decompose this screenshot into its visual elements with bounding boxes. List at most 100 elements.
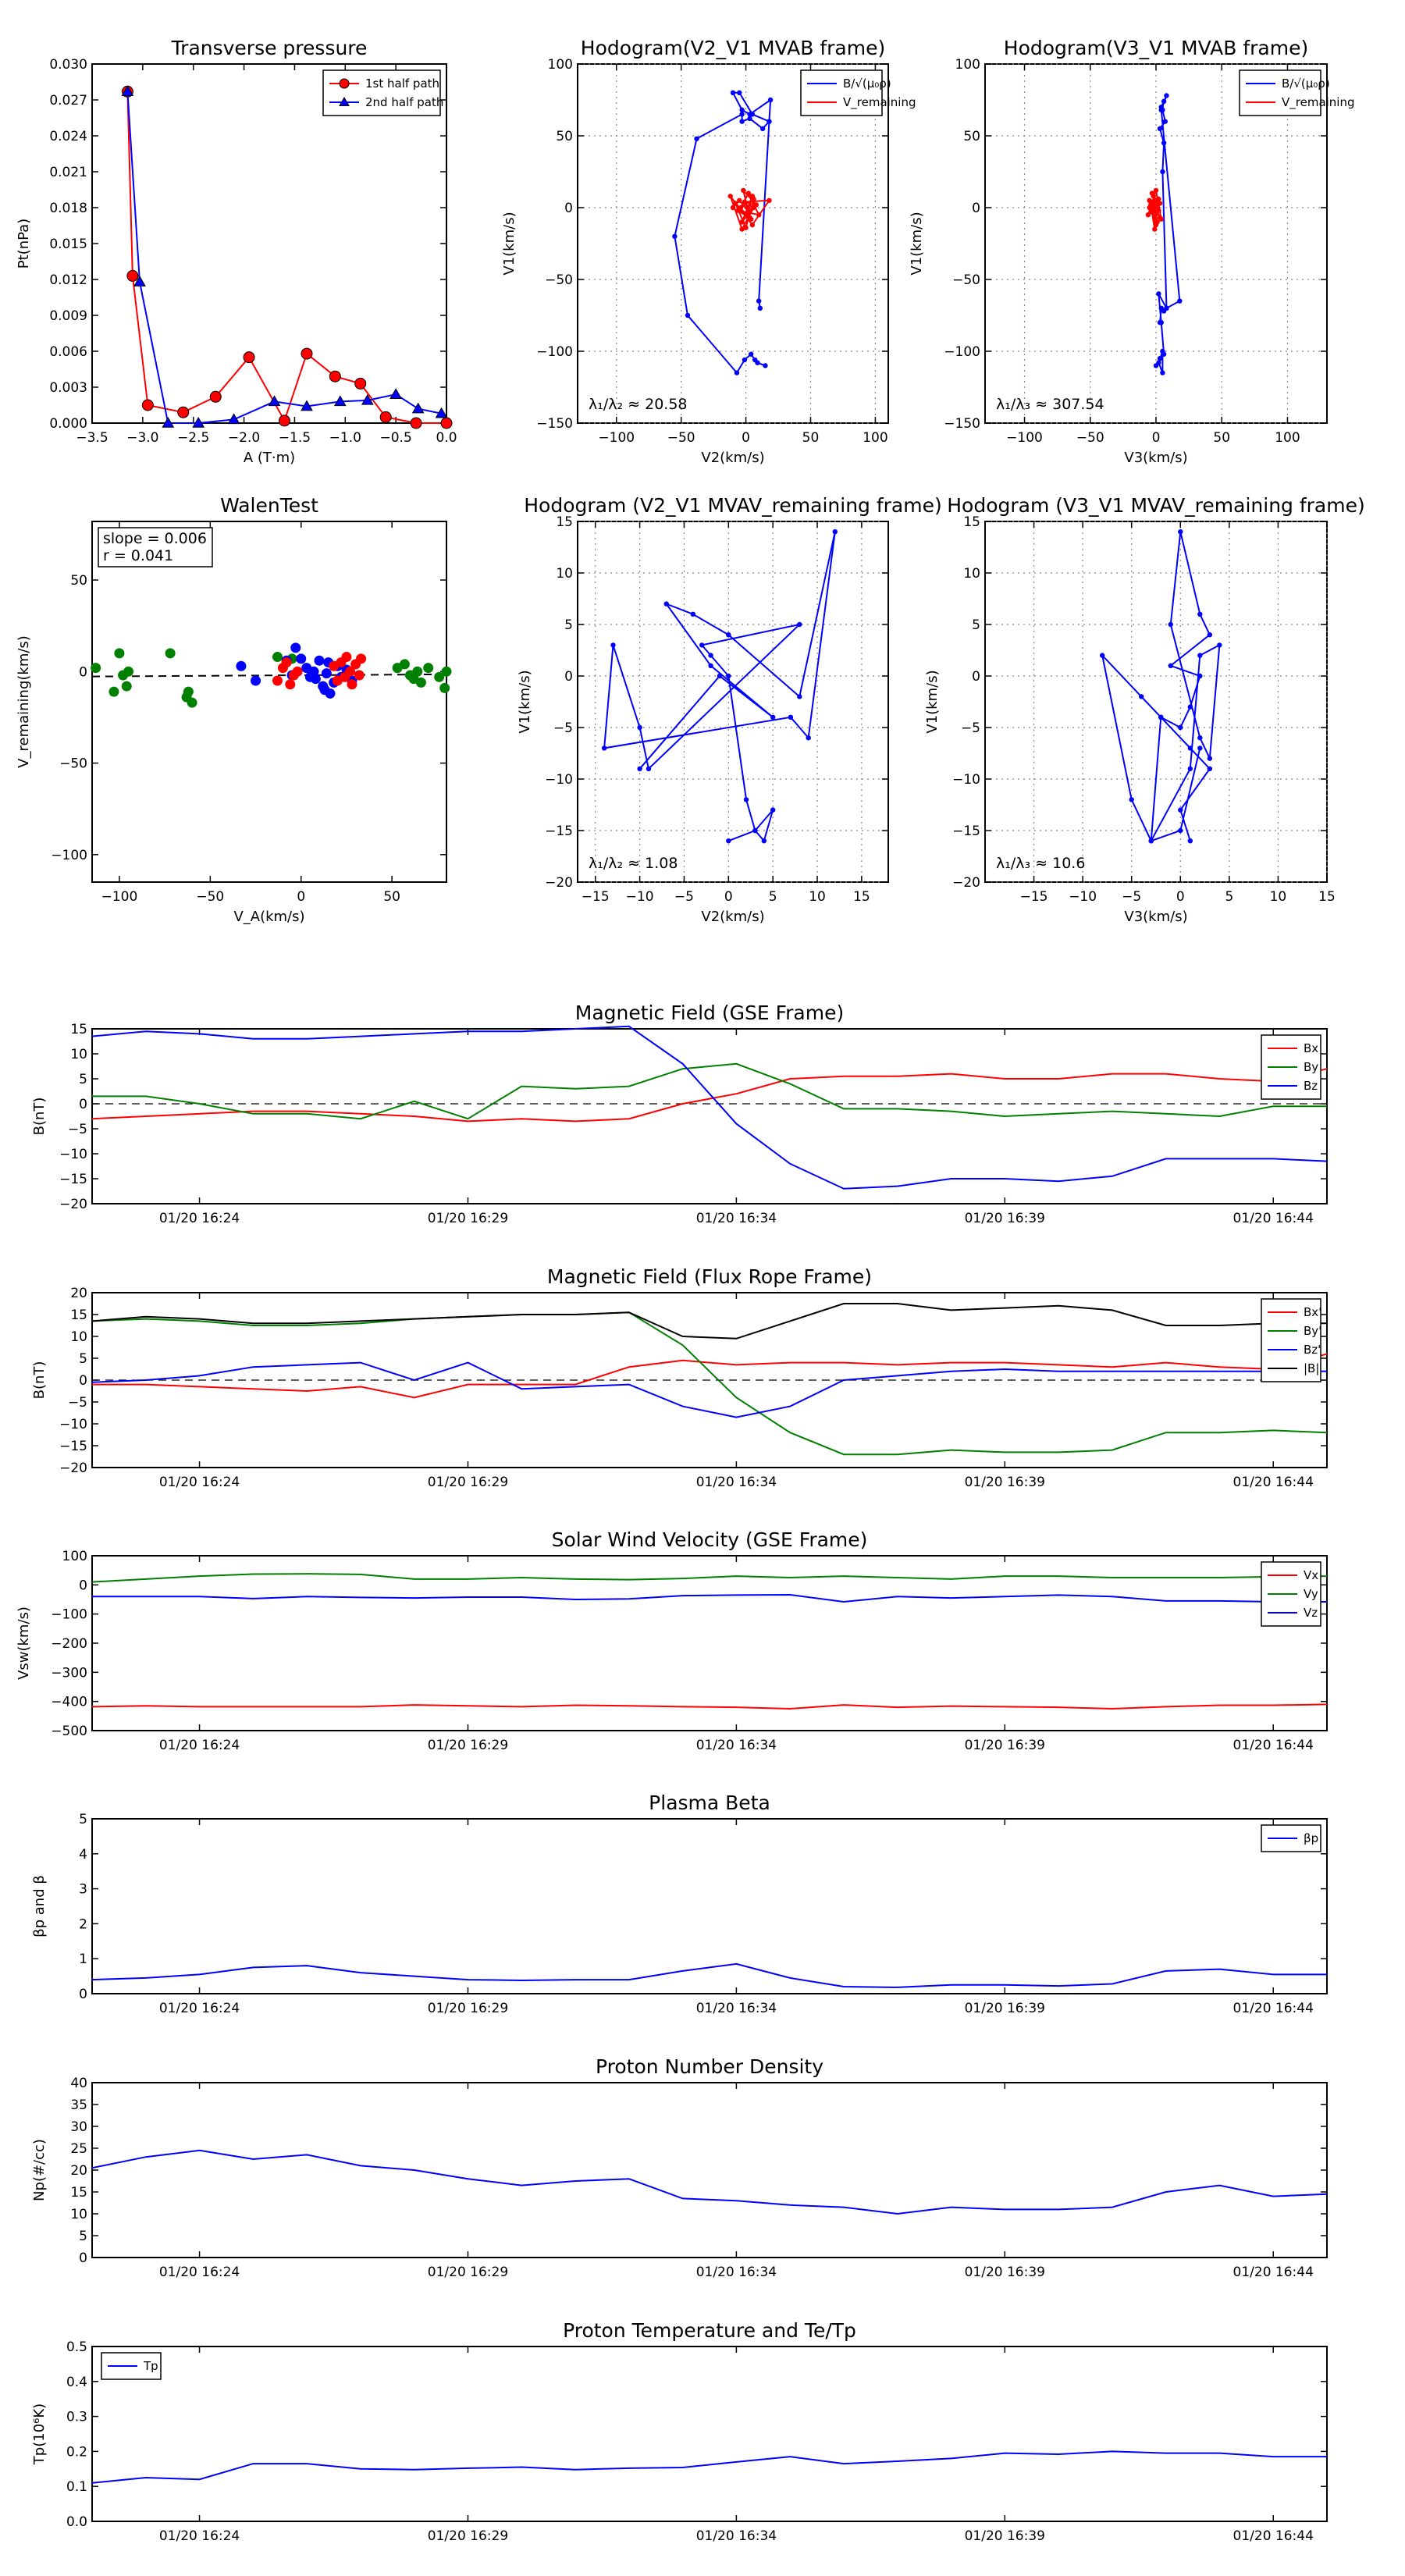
data-point bbox=[1187, 745, 1193, 751]
data-point bbox=[1157, 201, 1163, 206]
legend-label: V_remaining bbox=[843, 95, 916, 110]
data-point bbox=[412, 666, 423, 677]
x-tick-label: −5 bbox=[674, 889, 694, 905]
x-tick-label: −100 bbox=[101, 889, 138, 905]
x-tick-label: −2.5 bbox=[177, 430, 209, 446]
data-point bbox=[1157, 126, 1163, 131]
x-tick-label: −1.0 bbox=[329, 430, 361, 446]
y-tick-label: 0 bbox=[564, 669, 573, 685]
y-tick-label: 0 bbox=[79, 2250, 87, 2266]
series-line bbox=[91, 1311, 1328, 1456]
data-point bbox=[690, 611, 696, 617]
data-point bbox=[788, 714, 794, 720]
chart-title: Magnetic Field (GSE Frame) bbox=[575, 1002, 844, 1024]
y-tick-label: 5 bbox=[79, 2229, 87, 2244]
data-point bbox=[162, 416, 175, 428]
y-tick-label: 25 bbox=[70, 2141, 87, 2157]
data-point bbox=[121, 681, 132, 692]
y-tick-label: −50 bbox=[59, 756, 87, 772]
data-point bbox=[767, 97, 774, 103]
x-tick-label: 15 bbox=[853, 889, 870, 905]
y-tick-label: 0.0 bbox=[66, 2514, 87, 2530]
y-tick-label: −20 bbox=[545, 875, 573, 891]
y-tick-label: 0.2 bbox=[66, 2444, 87, 2460]
data-point bbox=[192, 416, 205, 428]
series-line bbox=[1155, 95, 1181, 373]
y-tick-label: −5 bbox=[68, 1395, 87, 1411]
data-point bbox=[747, 116, 752, 122]
x-tick-label: 0 bbox=[297, 889, 305, 905]
y-tick-label: 20 bbox=[70, 2163, 87, 2179]
data-point bbox=[410, 417, 422, 429]
time-tick-label: 01/20 16:39 bbox=[965, 2528, 1045, 2544]
y-axis-label: Np(#/cc) bbox=[31, 2139, 48, 2201]
data-point bbox=[1187, 766, 1193, 771]
series-0 bbox=[121, 85, 453, 429]
time-tick-label: 01/20 16:24 bbox=[159, 1738, 240, 1753]
y-tick-label: 5 bbox=[564, 617, 573, 633]
data-point bbox=[745, 190, 752, 196]
x-tick-label: 50 bbox=[802, 430, 820, 446]
legend-label: Bz' bbox=[1304, 1343, 1321, 1357]
data-point bbox=[243, 351, 255, 364]
data-point bbox=[1153, 187, 1159, 194]
y-tick-label: 0.024 bbox=[49, 129, 87, 144]
data-point bbox=[354, 377, 367, 390]
y-tick-label: 100 bbox=[62, 1549, 87, 1564]
data-point bbox=[739, 112, 745, 117]
chart-title: Solar Wind Velocity (GSE Frame) bbox=[552, 1528, 868, 1551]
data-point bbox=[1158, 305, 1164, 311]
y-tick-label: 0.012 bbox=[49, 272, 87, 288]
data-point bbox=[761, 838, 767, 844]
series-1 bbox=[121, 85, 448, 428]
legend-label: B/√(μ₀ρ) bbox=[1282, 76, 1330, 91]
data-point bbox=[734, 370, 740, 375]
chart-title: Proton Number Density bbox=[596, 2055, 823, 2078]
series-line bbox=[91, 1703, 1328, 1710]
chart-2: Hodogram(V3_V1 MVAB frame) −150 −100 −50 0 50… bbox=[909, 37, 1355, 466]
series-line bbox=[729, 190, 771, 232]
data-point bbox=[737, 197, 742, 203]
x-tick-label: −3.5 bbox=[76, 430, 108, 446]
data-point bbox=[741, 187, 746, 194]
data-point bbox=[1156, 196, 1161, 202]
legend-label: Bx bbox=[1304, 1041, 1318, 1055]
x-tick-label: −100 bbox=[1006, 430, 1043, 446]
data-point bbox=[743, 797, 749, 802]
data-point bbox=[310, 674, 321, 685]
y-axis-label: V1(km/s) bbox=[501, 212, 518, 275]
y-tick-label: −150 bbox=[536, 416, 573, 432]
y-tick-label: 0 bbox=[972, 669, 980, 685]
data-point bbox=[1197, 611, 1203, 617]
data-point bbox=[290, 642, 301, 653]
data-point bbox=[278, 415, 290, 427]
data-point bbox=[423, 663, 434, 674]
data-point bbox=[757, 305, 763, 311]
data-point bbox=[1197, 745, 1203, 751]
x-axis-label: A (T·m) bbox=[244, 450, 295, 466]
data-point bbox=[1168, 663, 1173, 668]
plot-frame bbox=[577, 63, 889, 424]
chart-5: Hodogram (V3_V1 MVAV_remaining frame) −20… bbox=[924, 494, 1365, 925]
data-point bbox=[1160, 169, 1165, 175]
data-point bbox=[435, 407, 448, 418]
series-0 bbox=[91, 648, 452, 708]
plot-frame bbox=[91, 2346, 1328, 2522]
data-point bbox=[752, 827, 758, 834]
series-line bbox=[92, 1353, 1328, 1399]
x-tick-label: −15 bbox=[582, 889, 610, 905]
data-point bbox=[1156, 360, 1161, 365]
data-point bbox=[751, 196, 756, 202]
plot-frame bbox=[91, 1818, 1328, 1994]
series-line bbox=[674, 91, 772, 375]
time-tick-label: 01/20 16:44 bbox=[1233, 1738, 1314, 1753]
data-point bbox=[1147, 197, 1152, 203]
series-0 bbox=[1153, 93, 1183, 375]
x-tick-label: 100 bbox=[863, 430, 887, 446]
y-tick-label: 0 bbox=[79, 1578, 87, 1593]
data-point bbox=[742, 199, 748, 205]
y-tick-label: 0 bbox=[79, 664, 87, 680]
chart-title: Proton Temperature and Te/Tp bbox=[563, 2319, 856, 2342]
time-tick-label: 01/20 16:34 bbox=[696, 2001, 777, 2016]
data-point bbox=[1207, 756, 1213, 761]
